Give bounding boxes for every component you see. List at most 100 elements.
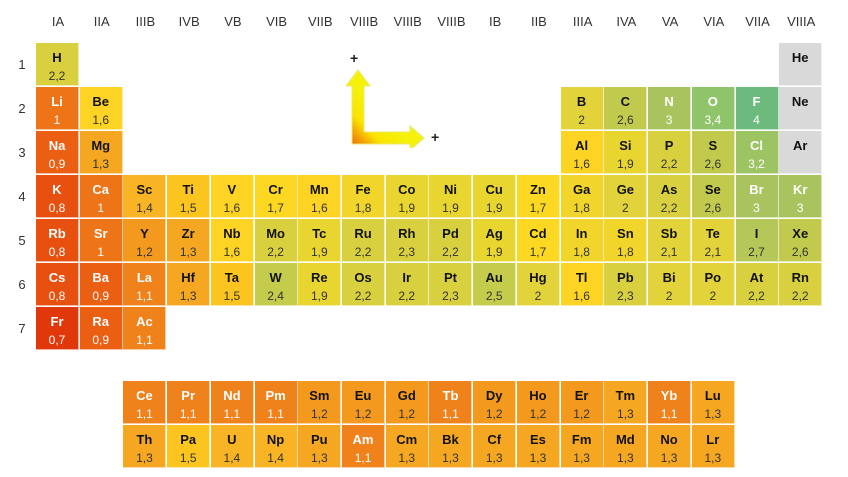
element-symbol: Bk [442,432,459,447]
element-symbol: Gd [397,388,416,403]
element-tm: Tm 1,3 [604,381,648,424]
element-symbol: No [660,432,678,447]
element-rb: Rb 0,8 [36,219,79,262]
element-sm: Sm 1,2 [298,381,342,424]
element-ir: Ir 2,2 [385,263,429,306]
electronegativity-value: 3,2 [748,157,765,171]
electronegativity-value: 2,2 [48,69,66,83]
element-te: Te 2,1 [691,219,735,262]
electronegativity-value: 1,3 [485,451,503,465]
element-y: Y 1,2 [123,219,167,262]
element-symbol: F [752,94,761,109]
element-hg: Hg 2 [516,263,560,306]
element-mg: Mg 1,3 [79,131,123,174]
electronegativity-value: 1,3 [529,451,547,465]
element-symbol: Ge [616,182,635,197]
electronegativity-value: 1,3 [617,407,634,421]
element-symbol: U [227,432,237,447]
electronegativity-value: 1,6 [573,289,590,303]
electronegativity-value: 2 [665,289,673,303]
increase-up-label: + [350,50,359,66]
element-symbol: Pd [442,226,459,241]
element-na: Na 0,9 [36,131,79,174]
element-symbol: Cs [48,270,66,285]
electronegativity-value: 0,8 [48,289,66,303]
electronegativity-value: 2 [622,201,629,215]
element-md: Md 1,3 [604,425,648,468]
electronegativity-value: 3 [665,113,673,127]
element-symbol: Pm [265,388,286,403]
electronegativity-value: 1,8 [573,201,590,215]
electronegativity-value: 1,3 [92,157,110,171]
element-symbol: Te [705,226,720,241]
element-au: Au 2,5 [473,263,517,306]
element-symbol: Ra [92,314,110,329]
group-header: VIIIB [393,14,422,29]
electronegativity-value: 1,9 [310,289,328,303]
element-symbol: Dy [485,388,503,403]
electronegativity-value: 1,5 [179,201,197,215]
element-lu: Lu 1,3 [691,381,735,424]
electronegativity-value: 2,2 [354,245,372,259]
electronegativity-value: 1,6 [573,157,590,171]
element-he: He [779,43,823,86]
electronegativity-value: 2,3 [442,289,459,303]
group-header: VIIB [308,14,333,29]
element-be: Be 1,6 [79,87,123,130]
element-po: Po 2 [691,263,735,306]
electronegativity-value: 2,2 [748,289,765,303]
element-hf: Hf 1,3 [167,263,211,306]
element-symbol: Kr [793,182,808,197]
element-symbol: Pu [311,432,328,447]
element-am: Am 1,1 [342,425,386,468]
element-symbol: Po [704,270,722,285]
increase-right-label: + [431,129,440,145]
element-symbol: Lu [704,388,721,403]
trend-arrow-icon [346,69,425,148]
element-ho: Ho 1,2 [516,381,560,424]
element-as: As 2,2 [648,175,692,218]
element-re: Re 1,9 [298,263,342,306]
electronegativity-value: 2,6 [791,245,809,259]
electronegativity-value: 1,2 [529,407,547,421]
element-s: S 2,6 [691,131,735,174]
electronegativity-value: 1 [97,245,105,259]
element-symbol: Cm [396,432,418,447]
element-symbol: K [52,182,62,197]
element-symbol: Sc [136,182,153,197]
group-header: VB [224,14,242,29]
electronegativity-value: 1,7 [529,245,547,259]
electronegativity-value: 1,7 [267,201,284,215]
element-symbol: Cd [529,226,547,241]
element-symbol: Es [529,432,546,447]
element-symbol: Ta [224,270,239,285]
element-in: In 1,8 [560,219,604,262]
element-pr: Pr 1,1 [167,381,211,424]
element-tl: Tl 1,6 [560,263,604,306]
element-symbol: Ho [529,388,547,403]
element-symbol: Ac [136,314,153,329]
electronegativity-value: 1,5 [223,289,241,303]
element-symbol: O [707,94,718,109]
period-label: 5 [18,233,26,248]
element-sr: Sr 1 [79,219,123,262]
element-ag: Ag 1,9 [473,219,517,262]
element-symbol: Y [140,226,149,241]
element-ni: Ni 1,9 [429,175,473,218]
element-symbol: Re [311,270,328,285]
element-symbol: V [227,182,237,197]
electronegativity-value: 1,3 [704,407,722,421]
element-ga: Ga 1,8 [560,175,604,218]
element-symbol: Bi [662,270,676,285]
electronegativity-value: 2,5 [485,289,503,303]
element-symbol: Tb [442,388,459,403]
element-symbol: Mg [91,138,111,153]
electronegativity-value: 3,4 [704,113,722,127]
element-ba: Ba 0,9 [79,263,123,306]
element-symbol: Tc [312,226,327,241]
electronegativity-value: 2,1 [704,245,722,259]
period-label: 7 [18,321,26,336]
electronegativity-value: 1,1 [354,451,372,465]
